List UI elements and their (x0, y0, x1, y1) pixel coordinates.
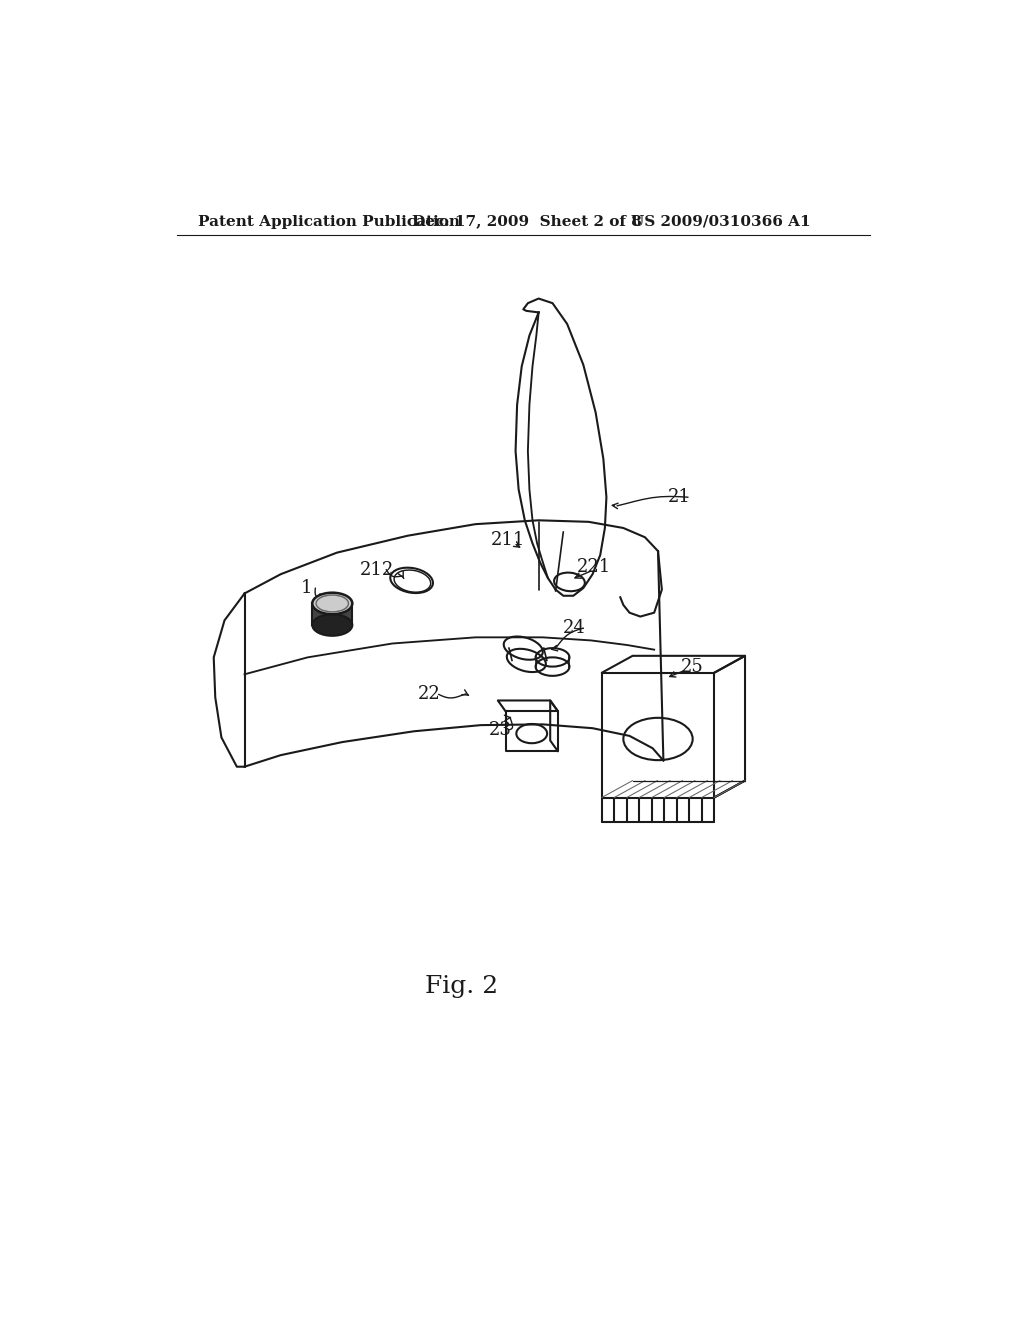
Text: 25: 25 (681, 657, 705, 676)
Text: 24: 24 (563, 619, 586, 638)
Text: 212: 212 (359, 561, 394, 578)
Text: 22: 22 (418, 685, 440, 704)
Text: Patent Application Publication: Patent Application Publication (199, 215, 461, 228)
Polygon shape (312, 603, 352, 626)
Text: Dec. 17, 2009  Sheet 2 of 8: Dec. 17, 2009 Sheet 2 of 8 (412, 215, 641, 228)
Text: 221: 221 (577, 557, 611, 576)
Text: 23: 23 (488, 721, 512, 739)
Ellipse shape (312, 593, 352, 614)
Text: 21: 21 (668, 488, 690, 506)
Text: 1: 1 (300, 579, 312, 597)
Text: US 2009/0310366 A1: US 2009/0310366 A1 (631, 215, 811, 228)
Text: 211: 211 (490, 531, 525, 549)
Ellipse shape (312, 614, 352, 636)
Text: Fig. 2: Fig. 2 (425, 974, 499, 998)
